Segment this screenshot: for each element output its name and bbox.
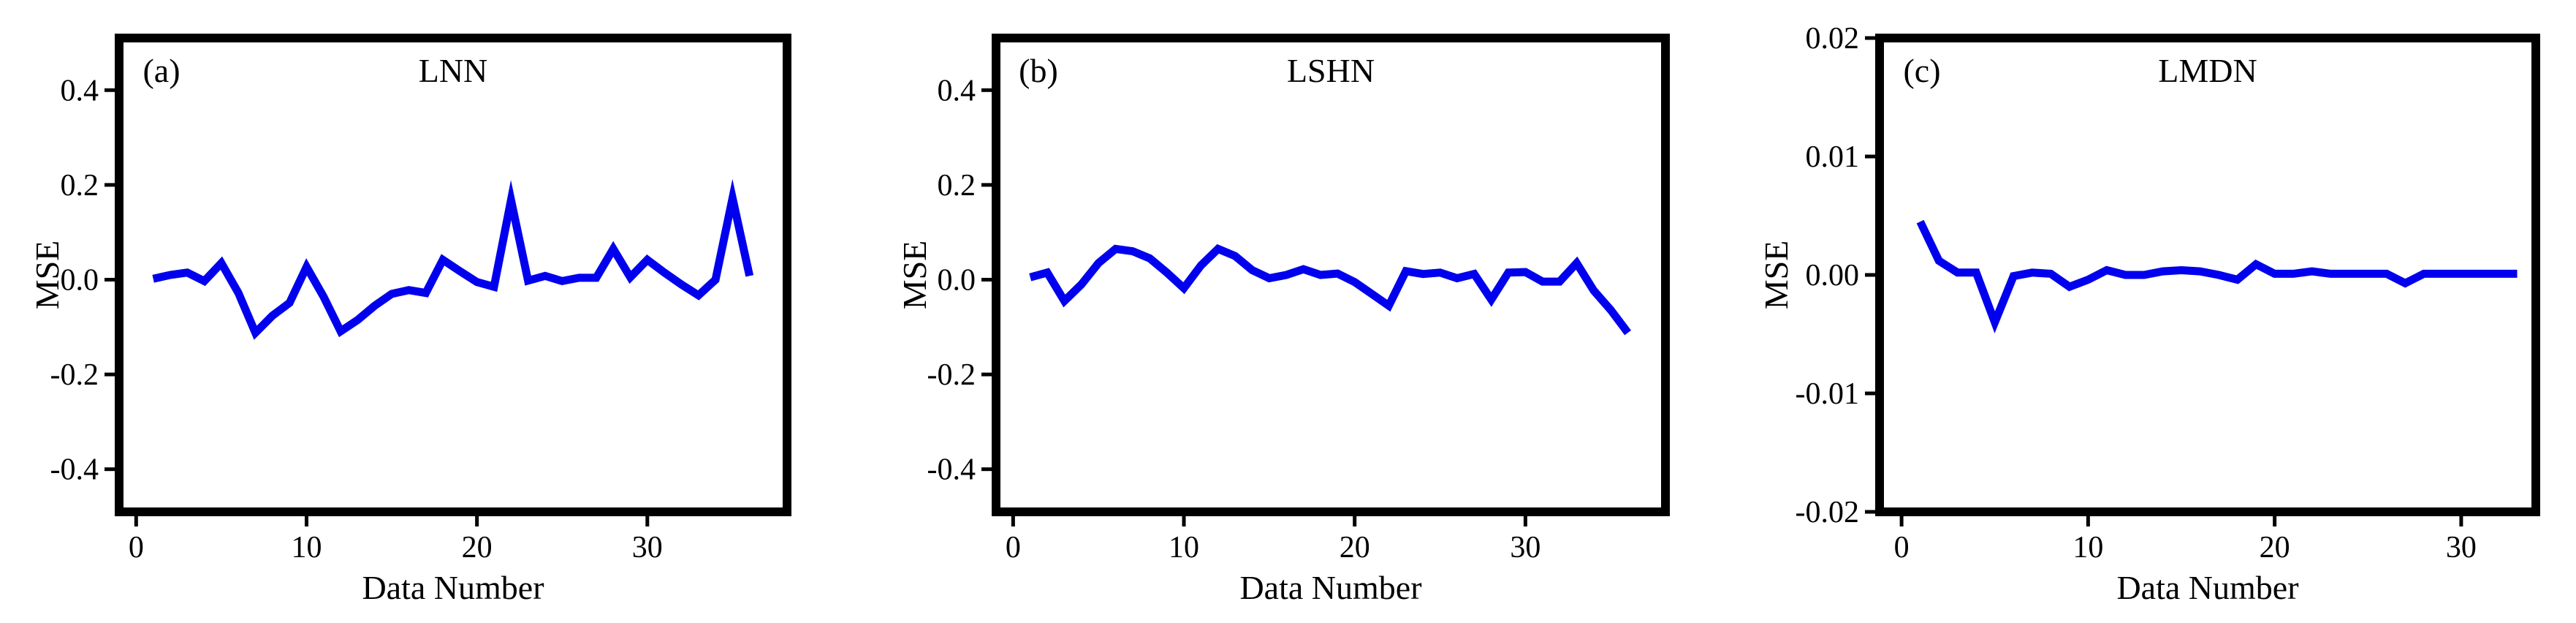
y-tick-label: -0.4 [927, 453, 976, 487]
x-axis-label: Data Number [1239, 569, 1421, 606]
x-axis-label: Data Number [362, 569, 544, 606]
y-tick-label: 0.02 [1806, 22, 1860, 56]
chart-title: LMDN [2158, 52, 2257, 89]
y-tick-label: -0.2 [927, 358, 976, 392]
x-tick-label: 30 [632, 531, 663, 565]
panel-label: (c) [1903, 52, 1940, 89]
x-tick-label: 0 [1006, 531, 1021, 565]
chart-panel-c: 0 10 20 30 0.02 0.01 0.00 -0.01 -0.02 (c) LMDN Data… [1717, 0, 2576, 623]
y-tick-label: 0.4 [938, 74, 976, 107]
y-tick-label: 0.4 [61, 74, 99, 107]
y-tick-label: 0.2 [61, 169, 99, 203]
x-axis-label: Data Number [2116, 569, 2298, 606]
y-axis-label: MSE [1758, 241, 1795, 310]
panel-label: (a) [143, 52, 180, 89]
x-tick-label: 20 [1340, 531, 1370, 565]
x-tick-label: 0 [1894, 531, 1910, 565]
panel-label: (b) [1019, 52, 1058, 89]
y-tick-label: -0.2 [50, 358, 99, 392]
y-tick-label: -0.4 [50, 453, 99, 487]
chart-title: LSHN [1287, 52, 1375, 89]
y-tick-label: 0.2 [938, 169, 976, 203]
x-tick-label: 0 [129, 531, 144, 565]
mse-line [1916, 219, 2518, 333]
x-tick-label: 20 [462, 531, 493, 565]
chart-panel-a: 0 10 20 30 0.4 0.2 0.0 -0.2 -0.4 (a) LNN Data Numbe… [0, 0, 859, 623]
mse-line [152, 178, 754, 340]
x-tick-label: 10 [1169, 531, 1199, 565]
y-tick-label: 0.00 [1806, 259, 1860, 292]
y-axis-label: MSE [29, 241, 66, 310]
x-tick-label: 20 [2260, 531, 2290, 565]
chart-title: LNN [419, 52, 488, 89]
chart-panel-b: 0 10 20 30 0.4 0.2 0.0 -0.2 -0.4 (b) LSHN Data Numb… [859, 0, 1717, 623]
y-tick-label: -0.02 [1796, 496, 1860, 529]
x-tick-label: 30 [1510, 531, 1540, 565]
y-axis-label: MSE [896, 241, 933, 310]
x-tick-label: 10 [2072, 531, 2103, 565]
y-tick-label: -0.01 [1796, 377, 1860, 411]
x-tick-label: 10 [291, 531, 322, 565]
plot-border [1875, 34, 2540, 516]
y-tick-label: 0.0 [938, 263, 976, 297]
plot-border [992, 34, 1670, 516]
plot-border [115, 34, 791, 516]
y-tick-label: 0.0 [61, 263, 99, 297]
mse-line [1029, 243, 1631, 336]
chart-b: 0 10 20 30 0.4 0.2 0.0 -0.2 -0.4 (b) LSHN Data Numb… [896, 34, 1670, 606]
chart-c: 0 10 20 30 0.02 0.01 0.00 -0.01 -0.02 (c) LMDN Data… [1758, 22, 2540, 606]
y-tick-label: 0.01 [1806, 140, 1860, 174]
x-tick-label: 30 [2446, 531, 2477, 565]
chart-a: 0 10 20 30 0.4 0.2 0.0 -0.2 -0.4 (a) LNN Data Numbe… [29, 34, 791, 606]
